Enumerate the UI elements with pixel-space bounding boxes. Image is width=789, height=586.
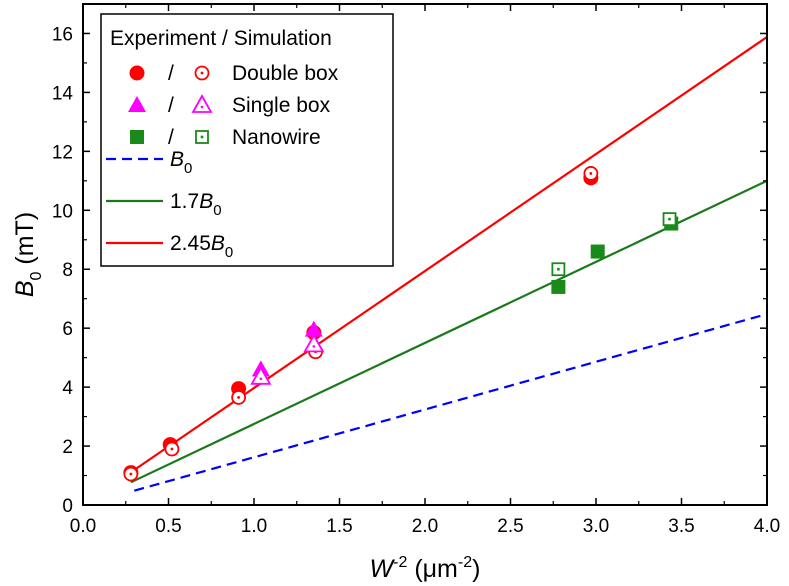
x-tick-label: 3.0 [583, 516, 609, 537]
data-point-circle-dot-dot [237, 396, 241, 399]
x-axis-label-sup: -2 [393, 554, 407, 571]
x-tick-label: 0.5 [155, 516, 181, 537]
legend-slash: / [168, 62, 174, 85]
legend-slash: / [168, 94, 174, 117]
data-point-triangle-dot-dot [312, 345, 316, 348]
y-axis-label-main: B [11, 280, 39, 297]
y-axis-label-group: B0 (mT) [11, 212, 45, 297]
data-point-triangle-dot [250, 365, 272, 385]
legend-line-1-7b0: 1.7B0 [170, 190, 222, 219]
legend-entry-nanowire: Nanowire [232, 126, 321, 149]
legend-symbol-triangle-dot-dot [200, 105, 204, 109]
x-axis-label-rest: (μm [407, 555, 458, 583]
y-tick-label: 8 [62, 260, 73, 281]
y-axis-label-sub: 0 [28, 271, 45, 280]
x-tick-label: 2.5 [497, 516, 523, 537]
legend-title: Experiment / Simulation [110, 27, 332, 50]
legend-symbol-triangle-dot [191, 94, 213, 113]
x-tick-label: 1.5 [326, 516, 352, 537]
data-point-square-dot-dot [557, 267, 560, 271]
data-point-triangle-dot-dot [259, 377, 263, 381]
data-point-circle-dot-dot [170, 447, 174, 451]
data-markers [123, 166, 679, 482]
x-tick-label: 4.0 [754, 516, 780, 537]
y-tick-label: 0 [62, 496, 73, 517]
x-tick-label: 3.5 [668, 516, 694, 537]
legend-symbol-circle-filled [129, 65, 145, 81]
data-point-square-dot-dot [668, 217, 671, 221]
data-point-square-filled [590, 244, 605, 259]
legend-symbol-square-dot-dot [200, 135, 204, 139]
data-point-square-filled [551, 279, 566, 294]
y-tick-label: 14 [52, 83, 74, 104]
legend-entry-single-box: Single box [232, 94, 331, 117]
legend-line-2-45b0: 2.45B0 [170, 232, 233, 261]
x-tick-label: 1.0 [241, 516, 267, 537]
data-point-triangle-filled [304, 320, 323, 337]
fit-line-1.7B0 [130, 179, 768, 484]
legend-symbol-square-filled [130, 130, 144, 144]
x-axis-label: W-2 (μm-2) [370, 554, 481, 583]
legend-symbol-circle-dot-dot [200, 71, 204, 75]
legend-line-b0: B0 [170, 148, 192, 177]
y-axis-label: B0 (mT) [11, 212, 45, 297]
legend-symbol-triangle-filled [128, 96, 146, 112]
y-axis-label-rest: (mT) [11, 212, 39, 272]
y-tick-label: 2 [62, 437, 73, 458]
y-tick-label: 6 [62, 319, 73, 340]
x-tick-label: 2.0 [412, 516, 438, 537]
data-point-circle-dot-dot [129, 472, 133, 476]
axis-ticks: 0.0 0.5 1.0 1.5 2.0 2.5 3.0 3.5 4.0 0 2 4 6 8 10 12 14 16 [52, 3, 780, 537]
legend-entry-double-box: Double box [232, 62, 339, 85]
x-axis-label-main: W [370, 555, 396, 583]
legend-slash: / [168, 126, 174, 149]
fit-line-B0 [134, 312, 768, 492]
legend: Experiment / Simulation / / / Double box… [100, 13, 394, 267]
legend-symbols [106, 65, 213, 245]
y-tick-label: 4 [62, 378, 73, 399]
y-tick-label: 10 [52, 201, 73, 222]
data-point-triangle-dot [303, 333, 325, 353]
y-tick-label: 16 [52, 24, 73, 45]
y-tick-label: 12 [52, 142, 73, 163]
x-axis-label-close: ) [472, 555, 480, 583]
legend-box [100, 13, 394, 267]
x-tick-label: 0.0 [70, 516, 96, 537]
x-axis-label-sup2: -2 [458, 554, 472, 571]
data-point-circle-dot-dot [589, 172, 593, 175]
